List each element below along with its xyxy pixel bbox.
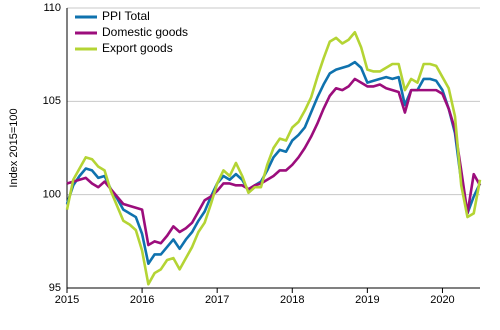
y-tick-label: 110	[43, 2, 61, 14]
series-line	[65, 30, 482, 286]
series-line	[66, 77, 482, 247]
x-tick-label: 2019	[355, 294, 379, 306]
x-tick-label: 2020	[430, 294, 454, 306]
legend: PPI Total Domestic goods Export goods	[75, 9, 188, 55]
x-tick-label: 2018	[280, 294, 304, 306]
x-tick-label: 2015	[55, 294, 79, 306]
y-tick-label: 105	[43, 95, 61, 107]
x-tick-label: 2016	[130, 294, 154, 306]
series-line	[65, 60, 482, 266]
legend-label: Export goods	[102, 41, 173, 55]
x-tick-label: 2017	[205, 294, 229, 306]
y-axis-label: Index 2015=100	[8, 108, 20, 187]
legend-label: PPI Total	[102, 9, 150, 23]
legend-label: Domestic goods	[102, 25, 188, 39]
y-tick-label: 100	[43, 189, 61, 201]
y-tick-label: 95	[49, 282, 61, 294]
